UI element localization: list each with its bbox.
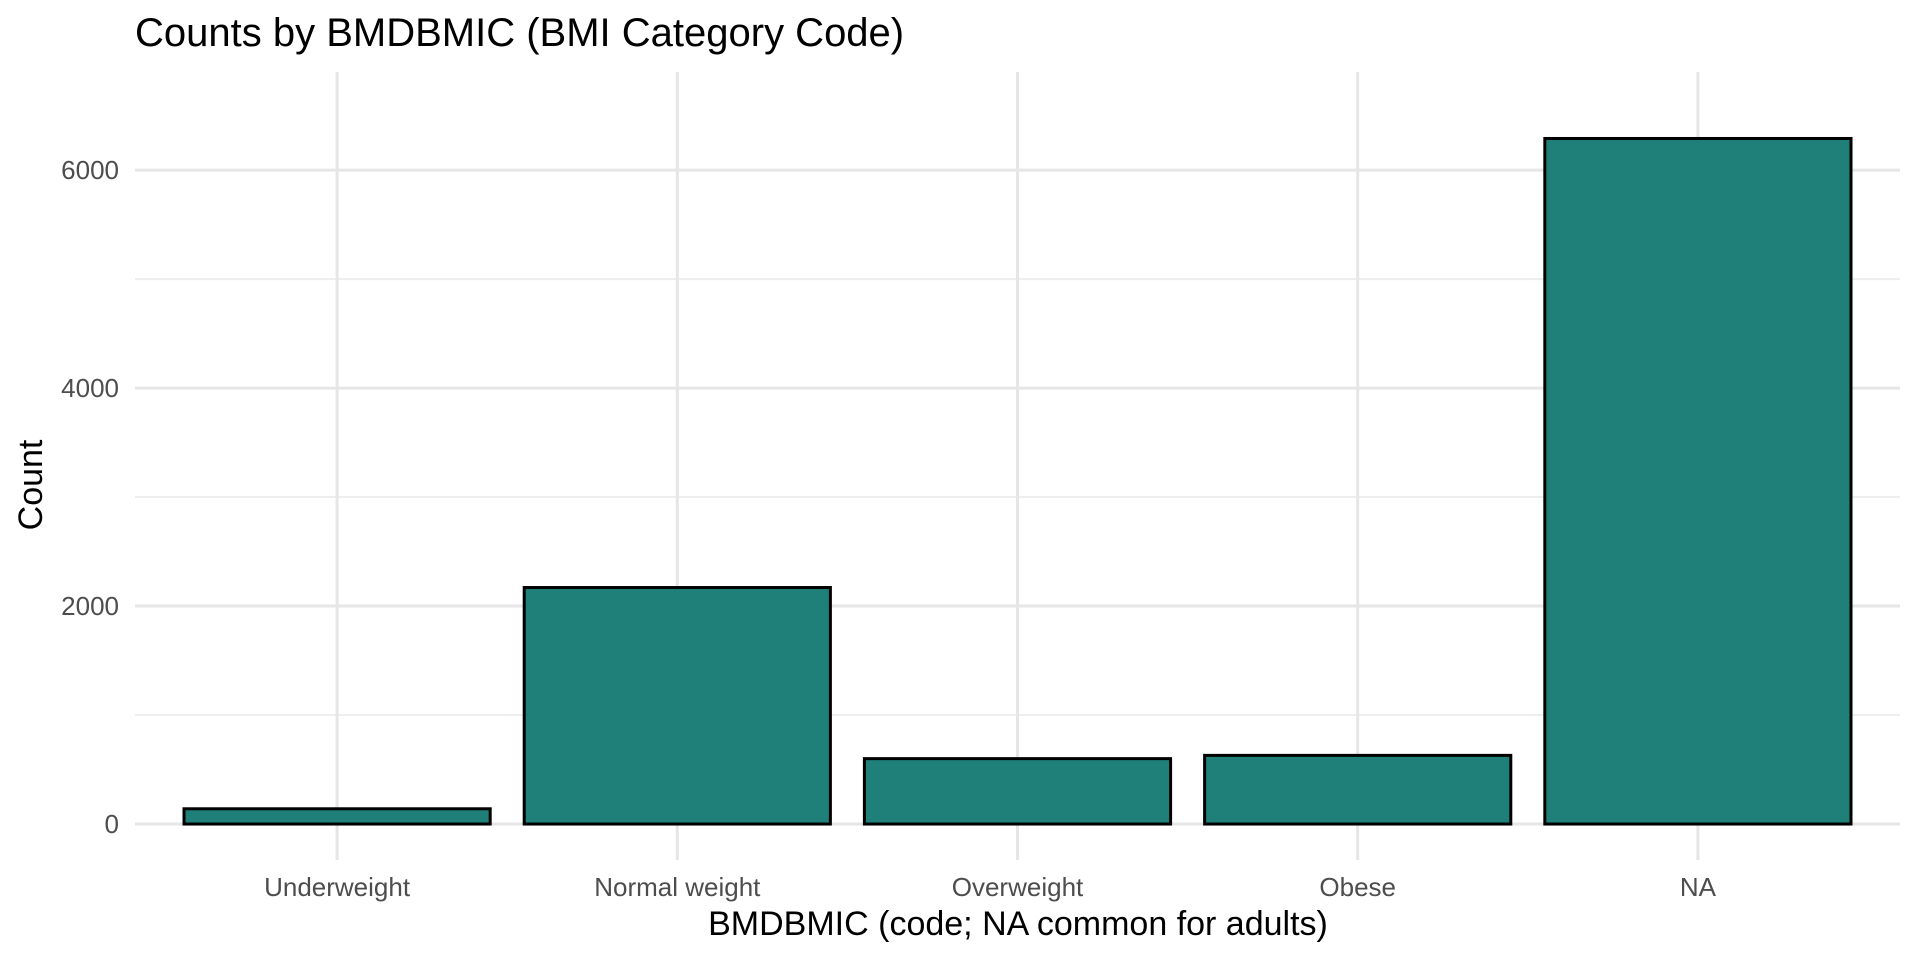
bar-obese	[1203, 753, 1513, 826]
x-tick-label: Overweight	[952, 872, 1084, 902]
x-tick-labels: Underweight Normal weight Overweight Obese N…	[264, 872, 1717, 902]
bar-layer	[182, 136, 1853, 826]
bar-na	[1543, 136, 1853, 826]
x-tick-label: Obese	[1319, 872, 1396, 902]
bar-normal-weight	[522, 586, 832, 826]
y-tick-label: 0	[105, 809, 119, 839]
x-tick-label: NA	[1680, 872, 1717, 902]
bar-overweight	[862, 757, 1173, 826]
y-tick-label: 6000	[61, 155, 119, 185]
bar-underweight	[182, 807, 492, 826]
y-tick-label: 2000	[61, 591, 119, 621]
y-axis-title: Count	[12, 439, 50, 530]
y-tick-labels: 0 2000 4000 6000	[61, 155, 119, 839]
x-tick-label: Normal weight	[594, 872, 761, 902]
chart-title: Counts by BMDBMIC (BMI Category Code)	[135, 11, 904, 55]
x-tick-label: Underweight	[264, 872, 411, 902]
x-axis-title: BMDBMIC (code; NA common for adults)	[708, 905, 1328, 943]
y-tick-label: 4000	[61, 373, 119, 403]
